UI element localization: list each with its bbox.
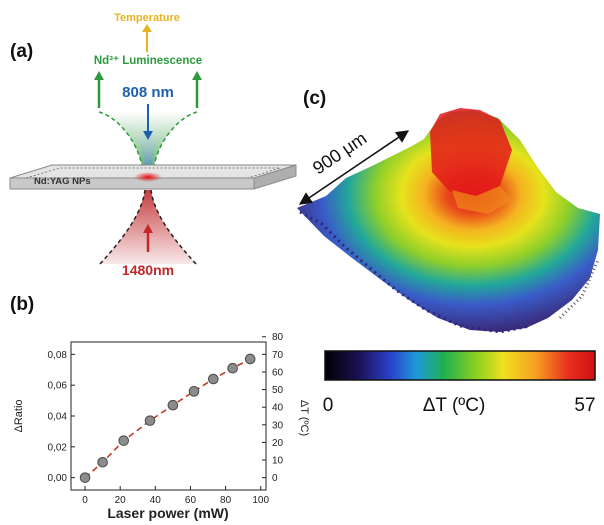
data-point: [188, 386, 200, 397]
panel-c: (c) 900 μm 0 ΔT (ºC) 57: [297, 88, 600, 416]
panel-b-label: (b): [10, 294, 34, 315]
x-tick-label: 100: [252, 495, 269, 506]
x-tick-label: 0: [82, 495, 88, 506]
heating-edge-left: [99, 189, 146, 265]
excitation-beam: [132, 118, 164, 176]
scale-arrow: [298, 130, 410, 205]
y2-tick-label: 60: [272, 367, 284, 378]
tick-layer: 0 20 40 60 80 100 0,00 0,02 0,04 0,06 0,08 0 10 20 30 4…: [48, 332, 284, 506]
temperature-label: Temperature: [114, 12, 180, 24]
y2-tick-label: 10: [272, 456, 284, 467]
x-tick-label: 40: [150, 495, 162, 506]
colorbar-min: 0: [323, 395, 334, 416]
y2-tick-label: 50: [272, 385, 284, 396]
y-tick-label: 0,08: [48, 350, 68, 361]
data-point: [167, 399, 179, 411]
data-point: [79, 472, 91, 483]
temperature-arrow-head: [142, 24, 152, 32]
luminescence-arrowhead-left: [94, 71, 104, 80]
colorbar-title: ΔT (ºC): [423, 395, 486, 416]
data-point: [227, 362, 238, 374]
x-tick-label: 60: [185, 495, 197, 506]
y2-axis-label: ΔT (ºC): [298, 400, 310, 436]
data-point: [97, 456, 108, 468]
heating-edge-right: [150, 189, 197, 265]
y2-tick-label: 80: [272, 332, 284, 343]
y2-tick-label: 0: [272, 473, 278, 484]
panel-b: (b) 0 20 40 60 80 100 0,00 0,02 0,04 0,06 0,08 0 10 2…: [10, 294, 310, 521]
colorbar: [324, 350, 596, 381]
data-point: [144, 415, 156, 426]
colorbar-max: 57: [574, 395, 595, 416]
nanoparticle-layer: [25, 167, 281, 179]
panel-c-label: (c): [303, 88, 326, 109]
heating-label: 1480nm: [122, 262, 174, 278]
y-tick-label: 0,00: [48, 473, 68, 484]
data-point: [244, 353, 256, 365]
luminescence-arrowhead-right: [192, 71, 202, 80]
x-tick-label: 20: [115, 495, 127, 506]
laser-spot: [134, 172, 162, 182]
panel-a: (a) Temperature Nd³⁺ Luminescence 808 nm…: [9, 12, 297, 278]
x-tick-label: 80: [220, 495, 232, 506]
x-axis-label: Laser power (mW): [107, 505, 228, 521]
panel-a-label: (a): [10, 41, 33, 62]
y2-tick-label: 40: [272, 403, 284, 414]
y-tick-label: 0,06: [48, 381, 68, 392]
thermal-surface: [297, 110, 600, 332]
scale-label: 900 μm: [309, 128, 370, 178]
emission-edge-left: [98, 111, 144, 173]
excitation-label: 808 nm: [122, 84, 174, 101]
y-axis-label: ΔRatio: [13, 399, 25, 432]
heating-arrow-head: [143, 224, 153, 233]
data-point: [207, 373, 219, 385]
emission-edge-right: [152, 111, 198, 173]
y-tick-label: 0,04: [48, 412, 68, 423]
excitation-arrow-head: [143, 131, 153, 140]
data-point: [118, 435, 130, 446]
thermal-peak: [430, 108, 512, 196]
slab-side: [253, 164, 297, 190]
y2-tick-label: 30: [272, 420, 284, 431]
y-tick-label: 0,02: [48, 442, 68, 453]
luminescence-label: Nd³⁺ Luminescence: [94, 55, 202, 67]
fit-line: [84, 358, 251, 479]
y2-tick-label: 70: [272, 350, 284, 361]
plot-frame: [70, 341, 267, 491]
sample-label: Nd:YAG NPs: [34, 176, 91, 187]
y2-tick-label: 20: [272, 438, 284, 449]
data-points: [79, 353, 256, 483]
thermal-shoulder: [452, 186, 512, 214]
